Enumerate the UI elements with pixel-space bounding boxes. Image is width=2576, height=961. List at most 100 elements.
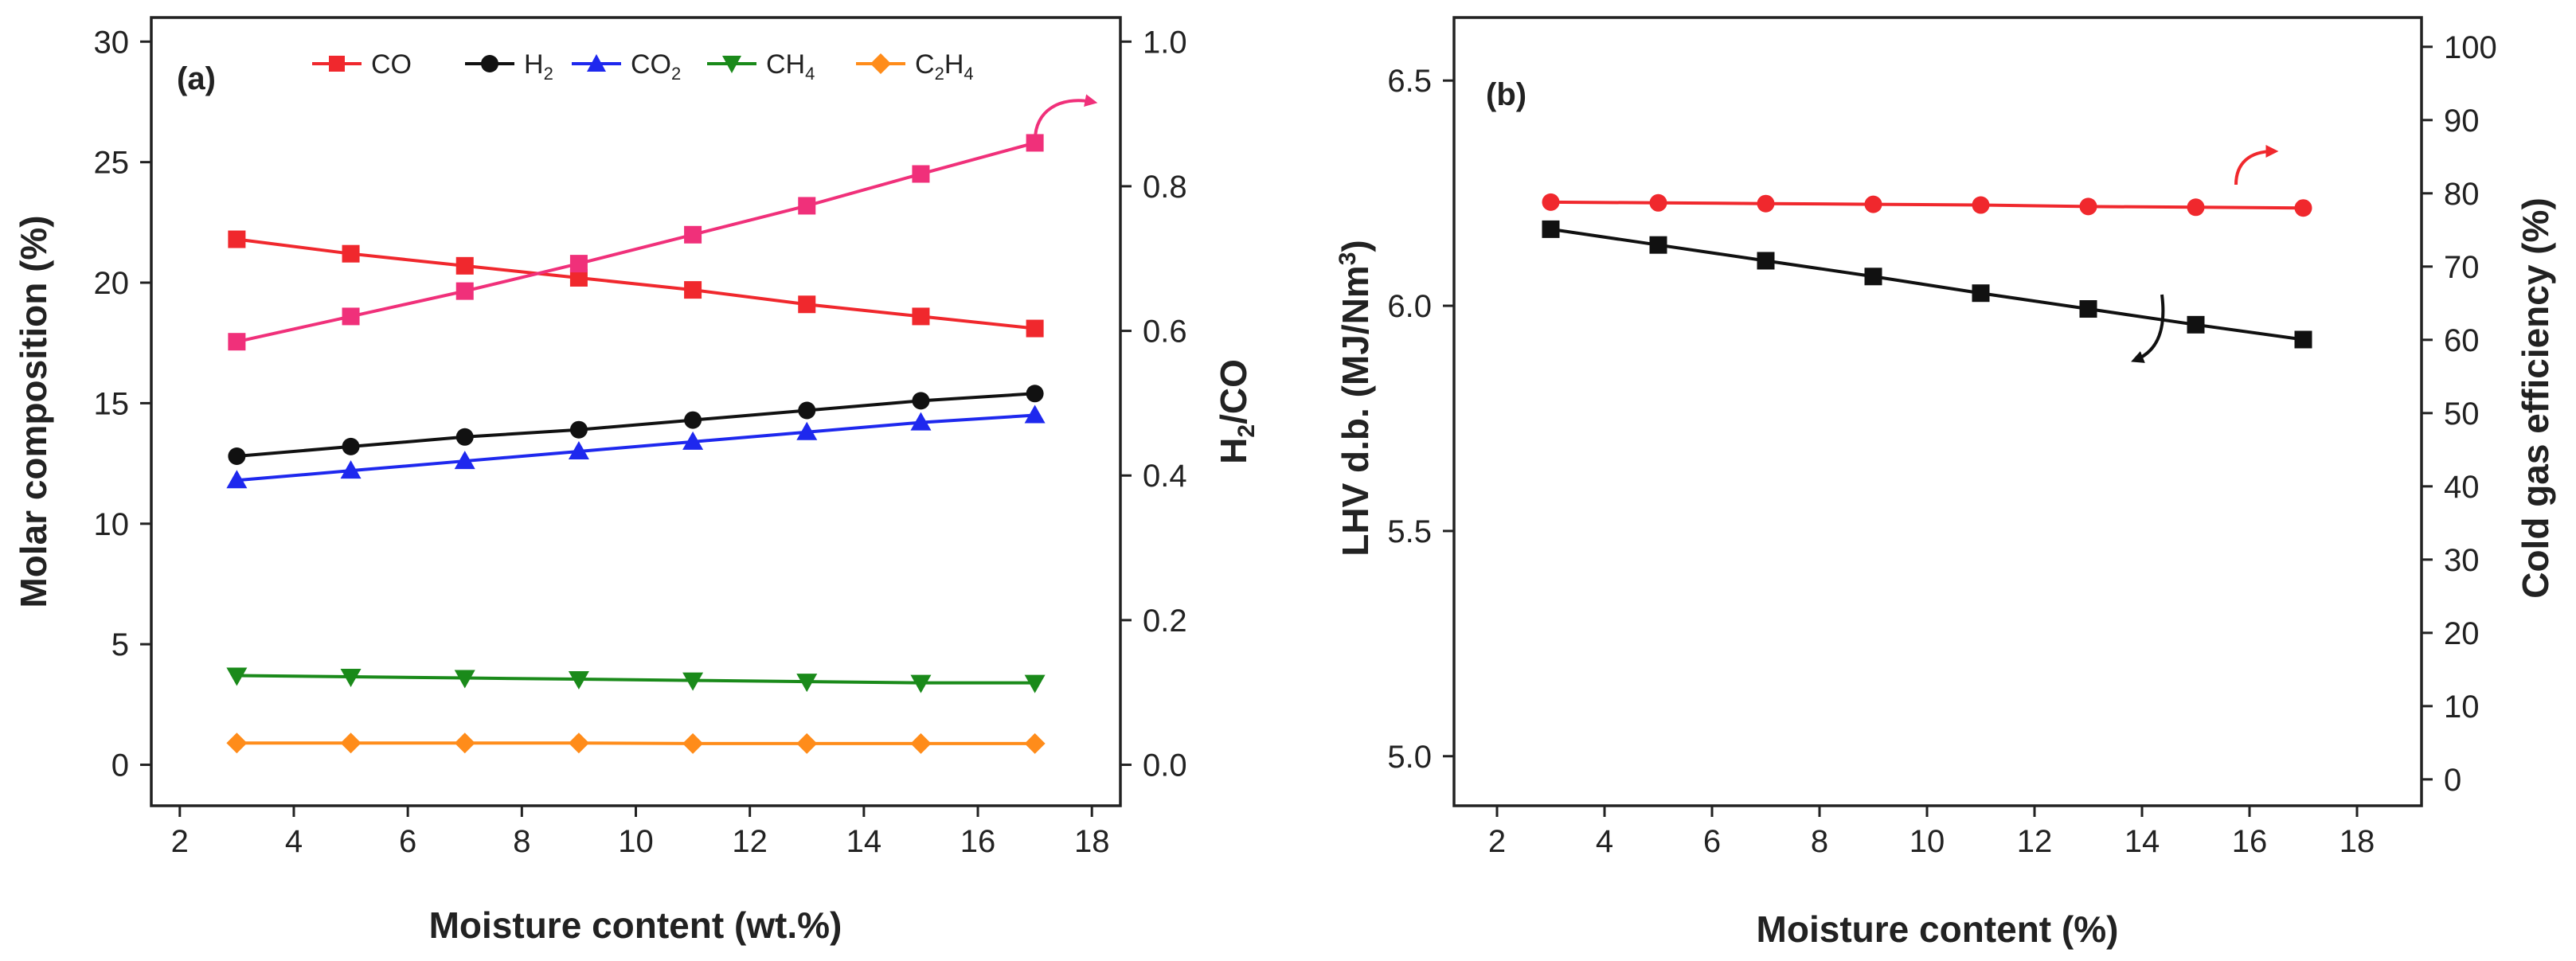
y-tick-label: 20 (94, 266, 130, 301)
x-tick-label: 12 (732, 824, 768, 859)
x-tick-label: 4 (1596, 824, 1613, 859)
y-axis-label-b: LHV d.b. (MJ/Nm3) (1335, 240, 1376, 556)
x-tick-label: 8 (1811, 824, 1828, 859)
y2-tick-label: 70 (2444, 250, 2480, 285)
x-tick-label: 12 (2017, 824, 2053, 859)
data-point-c2h4 (910, 732, 932, 754)
arrow-to-right-axis-a (1034, 94, 1098, 140)
x-tick-label: 2 (171, 824, 189, 859)
series-line-h2-co (236, 141, 1036, 344)
plot-frame-a (150, 16, 1122, 807)
y-tick-label: 5.5 (1387, 514, 1432, 549)
series-line-ch4 (236, 674, 1035, 685)
y-tick-label: 5.0 (1387, 740, 1432, 775)
y2-tick-label: 50 (2444, 397, 2480, 432)
data-point-ch4 (340, 669, 362, 688)
series-group-a (226, 134, 1046, 754)
x-axis-ticks-b: 2 4 6 8 10 12 14 16 18 (1488, 806, 2375, 859)
y-tick-label: 6.5 (1387, 64, 1432, 99)
y2-tick-label: 80 (2444, 177, 2480, 212)
legend-item-co2: CO2 (572, 49, 681, 84)
arrow-to-left-axis-b (2131, 294, 2165, 363)
data-point-c2h4 (454, 732, 475, 754)
y2-axis-label-b: Cold gas efficiency (%) (2515, 197, 2556, 599)
x-tick-label: 6 (1703, 824, 1721, 859)
legend-item-h2: H2 (465, 49, 553, 84)
data-point-h2-co (342, 307, 360, 326)
y2-tick-label: 0.4 (1143, 459, 1187, 494)
x-axis-label-a: Moisture content (wt.%) (429, 904, 842, 946)
y2-axis-label-a: H2/CO (1213, 359, 1260, 464)
x-tick-label: 18 (1074, 824, 1110, 859)
y2-axis-ticks-a: 0.0 0.2 0.4 0.6 0.8 1.0 (1120, 25, 1187, 783)
x-tick-label: 14 (846, 824, 882, 859)
data-point-ch4 (454, 670, 475, 689)
x-tick-label: 14 (2125, 824, 2160, 859)
data-point-ch4 (226, 667, 248, 686)
series-group-b (1542, 193, 2312, 349)
data-point-h2 (342, 437, 360, 455)
y-tick-label: 30 (94, 25, 130, 60)
data-point-co (455, 256, 474, 275)
data-point-cold-gas-efficiency (2079, 197, 2097, 216)
data-point-c2h4 (226, 732, 248, 754)
legend-item-c2h4: C2H4 (856, 49, 974, 84)
data-point-h2 (684, 411, 702, 429)
x-tick-label: 6 (399, 824, 416, 859)
data-point-lhv (1972, 284, 1990, 303)
arrow-to-right-axis-b (2234, 145, 2279, 186)
data-point-co (684, 281, 702, 299)
y2-tick-label: 0 (2444, 763, 2461, 798)
y2-tick-label: 30 (2444, 543, 2480, 578)
data-point-h2 (455, 428, 474, 446)
data-point-co (912, 307, 930, 326)
data-point-cold-gas-efficiency (1757, 194, 1775, 213)
x-tick-label: 16 (2232, 824, 2268, 859)
series-line-cold-gas-efficiency (1550, 200, 2304, 210)
y2-tick-label: 0.0 (1143, 748, 1187, 783)
data-point-h2 (912, 392, 930, 410)
panel-label-a: (a) (177, 61, 216, 96)
data-point-lhv (1649, 236, 1667, 254)
data-point-h2 (1026, 385, 1044, 403)
data-point-h2-co (1026, 134, 1044, 152)
data-point-c2h4 (1024, 732, 1046, 754)
data-point-cold-gas-efficiency (1864, 195, 1882, 213)
y-tick-label: 15 (94, 386, 130, 421)
x-tick-label: 10 (1910, 824, 1945, 859)
plot-frame-b (1452, 16, 2423, 807)
data-point-co2 (226, 470, 248, 489)
y-tick-label: 5 (111, 627, 129, 662)
chart-panel-b: 2 4 6 8 10 12 14 16 18 5.0 5.5 6.0 6.5 0 10 20 30 40 50 6… (1335, 16, 2556, 950)
y2-tick-label: 20 (2444, 616, 2480, 651)
data-point-c2h4 (682, 732, 704, 754)
y-axis-ticks-b: 5.0 5.5 6.0 6.5 (1387, 64, 1454, 775)
data-point-h2 (798, 401, 816, 420)
data-point-cold-gas-efficiency (2294, 199, 2312, 217)
x-tick-label: 18 (2340, 824, 2375, 859)
y2-tick-label: 100 (2444, 30, 2497, 65)
data-point-co2 (910, 412, 932, 431)
legend-item-ch4: CH4 (707, 49, 815, 84)
y-tick-label: 10 (94, 507, 130, 542)
data-point-cold-gas-efficiency (1972, 196, 1990, 214)
y-axis-label-a: Molar composition (%) (13, 215, 54, 607)
data-point-co (228, 230, 246, 248)
data-point-ch4 (796, 674, 818, 693)
x-tick-label: 10 (618, 824, 654, 859)
data-point-lhv (2187, 315, 2205, 334)
data-point-h2 (569, 420, 588, 439)
data-point-co2 (682, 431, 704, 450)
data-point-lhv (1864, 268, 1882, 286)
series-line-c2h4 (236, 741, 1035, 745)
data-point-co (342, 244, 360, 263)
data-point-cold-gas-efficiency (1649, 193, 1667, 212)
data-point-c2h4 (340, 732, 362, 754)
legend-label-h2: H2 (524, 49, 553, 84)
data-point-h2-co (569, 255, 588, 273)
series-line-lhv (1550, 227, 2304, 342)
data-point-h2-co (228, 333, 246, 351)
y2-tick-label: 40 (2444, 470, 2480, 505)
y-axis-ticks-a: 0 5 10 15 20 25 30 (94, 25, 151, 783)
